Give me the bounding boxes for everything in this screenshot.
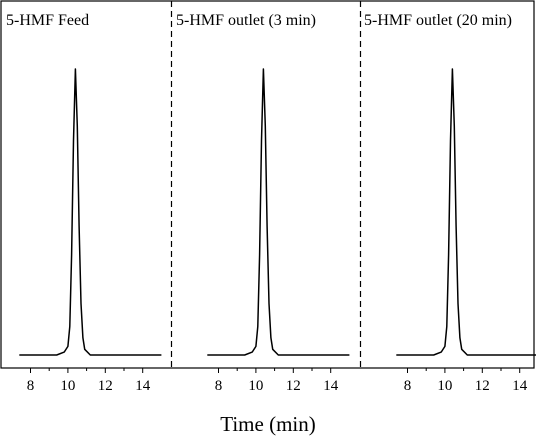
chromatogram-trace-panel-1 bbox=[19, 68, 162, 356]
x-tick-label-panel-2-8: 8 bbox=[215, 378, 223, 394]
x-tick-label-panel-2-14: 14 bbox=[323, 378, 339, 394]
panel-3-title: 5-HMF outlet (20 min) bbox=[364, 12, 512, 29]
x-tick-label-panel-1-10: 10 bbox=[60, 378, 75, 394]
chromatogram-trace-panel-3 bbox=[396, 68, 536, 356]
x-axis-title: Time (min) bbox=[220, 412, 315, 436]
panel-1-title: 5-HMF Feed bbox=[6, 12, 89, 29]
panels-layer: 8 10 12 14 8 10 12 14 8 10 12 14 bbox=[19, 68, 536, 394]
x-tick-label-panel-1-14: 14 bbox=[135, 378, 151, 394]
x-tick-label-panel-3-14: 14 bbox=[512, 378, 528, 394]
chromatogram-trace-panel-2 bbox=[207, 68, 350, 356]
x-tick-label-panel-3-10: 10 bbox=[437, 378, 452, 394]
x-tick-label-panel-2-12: 12 bbox=[286, 378, 301, 394]
chromatogram-panel-1: 8 10 12 14 bbox=[19, 68, 162, 394]
x-tick-label-panel-2-10: 10 bbox=[248, 378, 263, 394]
x-tick-label-panel-1-12: 12 bbox=[98, 378, 113, 394]
x-tick-label-panel-1-8: 8 bbox=[27, 378, 35, 394]
plot-frame bbox=[0, 0, 535, 369]
chromatogram-panel-2: 8 10 12 14 bbox=[207, 68, 350, 394]
chromatogram-panel-3: 8 10 12 14 bbox=[396, 68, 536, 394]
x-tick-label-panel-3-12: 12 bbox=[475, 378, 490, 394]
panel-2-title: 5-HMF outlet (3 min) bbox=[176, 12, 316, 29]
x-tick-label-panel-3-8: 8 bbox=[404, 378, 412, 394]
